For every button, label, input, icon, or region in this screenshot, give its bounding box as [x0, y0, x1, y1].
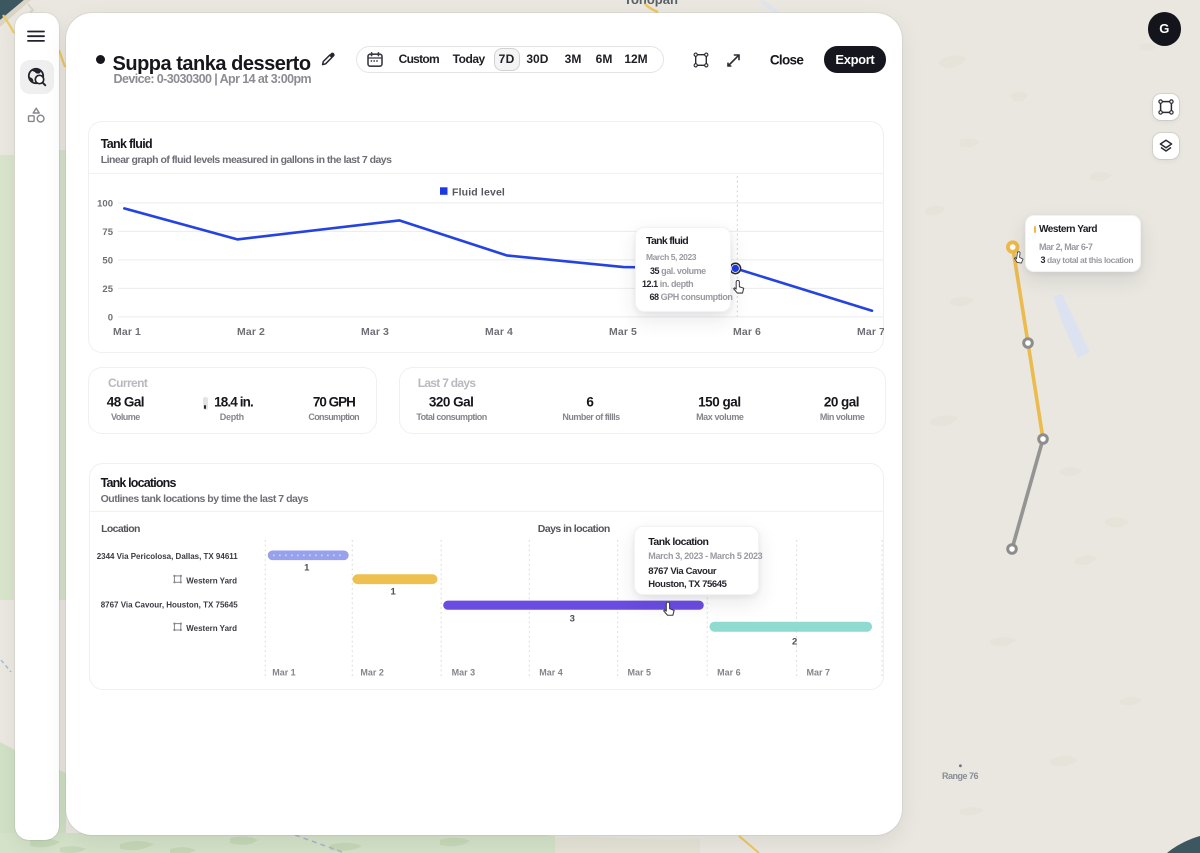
svg-text:Mar 2: Mar 2	[360, 668, 383, 678]
svg-text:Mar 6: Mar 6	[717, 668, 740, 678]
svg-text:100: 100	[97, 198, 113, 209]
svg-text:Mar 5: Mar 5	[609, 326, 637, 338]
svg-text:75: 75	[102, 226, 113, 237]
svg-text:Mar 7: Mar 7	[857, 326, 884, 338]
svg-text:1: 1	[304, 563, 310, 574]
svg-text:Range 76: Range 76	[942, 771, 979, 781]
svg-text:2344 Via Pericolosa, Dallas, T: 2344 Via Pericolosa, Dallas, TX 94611	[96, 552, 238, 561]
svg-text:Fluid level: Fluid level	[452, 186, 505, 198]
svg-text:Mar 2: Mar 2	[237, 326, 265, 338]
svg-text:Mar 1: Mar 1	[272, 668, 295, 678]
svg-text:Mar 3: Mar 3	[361, 326, 389, 338]
svg-text:Mar 3: Mar 3	[451, 668, 474, 678]
svg-text:2: 2	[792, 636, 797, 647]
svg-text:Tonopah: Tonopah	[624, 0, 678, 7]
svg-text:Western Yard: Western Yard	[186, 576, 237, 585]
svg-text:1: 1	[390, 586, 396, 597]
svg-text:3: 3	[569, 614, 574, 625]
svg-text:Mar 6: Mar 6	[733, 326, 761, 338]
svg-text:Mar 4: Mar 4	[485, 326, 513, 338]
svg-text:Days in location: Days in location	[537, 524, 609, 535]
svg-text:Mar 1: Mar 1	[113, 326, 141, 338]
svg-text:Mar 7: Mar 7	[806, 668, 829, 678]
svg-text:25: 25	[102, 283, 113, 294]
svg-text:Western Yard: Western Yard	[186, 624, 237, 633]
svg-text:50: 50	[102, 255, 113, 266]
svg-text:Mar 5: Mar 5	[627, 668, 650, 678]
svg-text:0: 0	[108, 312, 113, 323]
svg-text:Mar 4: Mar 4	[539, 668, 562, 678]
svg-text:8767 Via Cavour, Houston, TX 7: 8767 Via Cavour, Houston, TX 75645	[100, 600, 238, 609]
svg-text:Location: Location	[101, 524, 140, 535]
